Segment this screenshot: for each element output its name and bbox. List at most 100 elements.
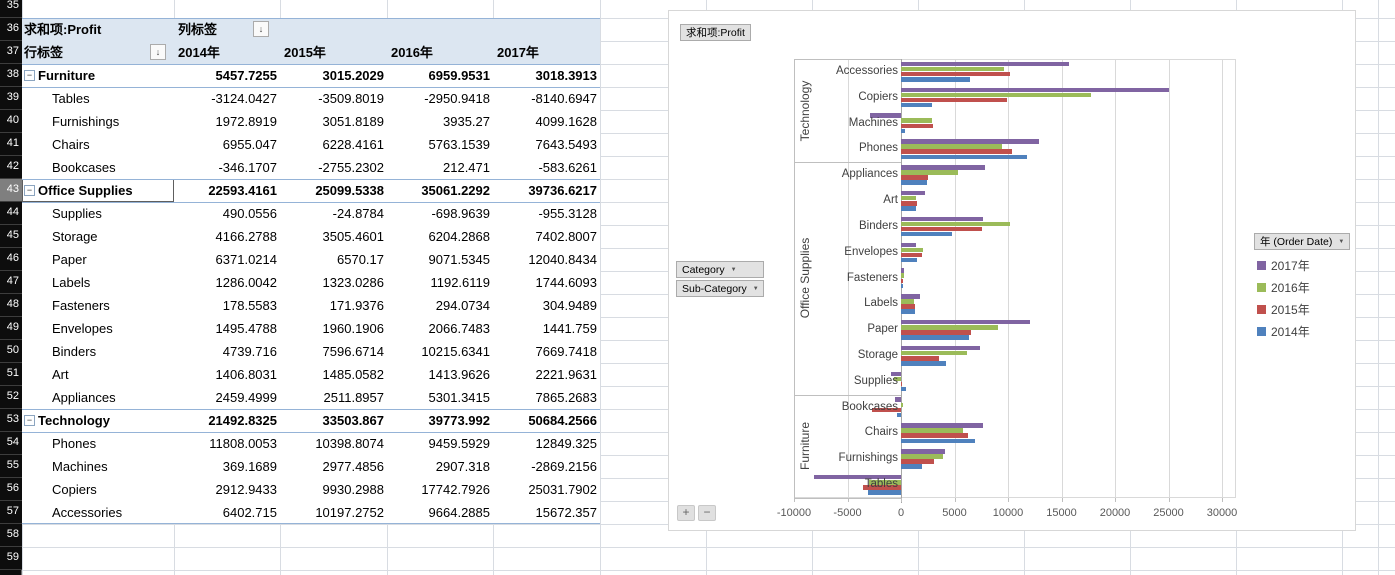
- pivot-row-label[interactable]: Machines: [52, 459, 108, 474]
- pivot-value-cell[interactable]: 10197.2752: [315, 505, 384, 520]
- collapse-all-button[interactable]: −: [698, 505, 716, 521]
- pivot-value-cell[interactable]: 5763.1539: [428, 137, 490, 152]
- pivot-row-label[interactable]: Appliances: [52, 390, 116, 405]
- pivot-row-label[interactable]: Storage: [52, 229, 98, 244]
- pivot-row-label[interactable]: Binders: [52, 344, 97, 359]
- pivot-row-label[interactable]: Fasteners: [52, 298, 110, 313]
- row-header[interactable]: 44: [0, 202, 22, 225]
- row-header[interactable]: 42: [0, 156, 22, 179]
- pivot-value-cell[interactable]: 9459.5929: [428, 436, 490, 451]
- row-header[interactable]: 37: [0, 41, 22, 64]
- pivot-value-cell[interactable]: -8140.6947: [531, 91, 597, 106]
- pivot-value-cell[interactable]: 10215.6341: [421, 344, 490, 359]
- pivot-value-cell[interactable]: 2912.9433: [215, 482, 277, 497]
- year-column-header[interactable]: 2016年: [391, 45, 433, 60]
- chart-legend-field-button[interactable]: 年 (Order Date) ▼: [1254, 233, 1351, 250]
- row-header[interactable]: 48: [0, 294, 22, 317]
- pivot-value-cell[interactable]: 1286.0042: [215, 275, 277, 290]
- pivot-value-cell[interactable]: 1960.1906: [322, 321, 384, 336]
- pivot-value-cell[interactable]: -698.9639: [431, 206, 490, 221]
- row-header[interactable]: 53: [0, 409, 22, 432]
- pivot-value-cell[interactable]: 7865.2683: [535, 390, 597, 405]
- legend-item[interactable]: 2015年: [1257, 302, 1310, 317]
- year-column-header[interactable]: 2014年: [178, 45, 220, 60]
- column-labels-filter-button[interactable]: ↓: [253, 21, 269, 37]
- pivot-value-cell[interactable]: 25031.7902: [528, 482, 597, 497]
- pivot-row-label[interactable]: Office Supplies: [38, 183, 133, 198]
- pivot-value-cell[interactable]: 6570.17: [337, 252, 384, 267]
- pivot-value-cell[interactable]: -2950.9418: [424, 91, 490, 106]
- row-header[interactable]: 54: [0, 432, 22, 455]
- expand-all-button[interactable]: +: [677, 505, 695, 521]
- chart-category-field-button[interactable]: Category ▼: [676, 261, 764, 278]
- pivot-value-cell[interactable]: 6955.047: [222, 137, 277, 152]
- row-header[interactable]: 51: [0, 363, 22, 386]
- row-header[interactable]: 36: [0, 18, 22, 41]
- pivot-row-label[interactable]: Phones: [52, 436, 97, 451]
- pivot-value-cell[interactable]: 1413.9626: [428, 367, 490, 382]
- pivot-value-cell[interactable]: 6371.0214: [215, 252, 277, 267]
- row-labels-filter-button[interactable]: ↓: [150, 44, 166, 60]
- pivot-value-cell[interactable]: 3015.2029: [322, 68, 384, 83]
- row-header[interactable]: 56: [0, 478, 22, 501]
- pivot-value-cell[interactable]: 3505.4601: [322, 229, 384, 244]
- pivot-value-cell[interactable]: 304.9489: [542, 298, 597, 313]
- pivot-value-cell[interactable]: 7669.7418: [535, 344, 597, 359]
- pivot-value-cell[interactable]: 1744.6093: [535, 275, 597, 290]
- pivot-value-cell[interactable]: 178.5583: [222, 298, 277, 313]
- row-header[interactable]: 41: [0, 133, 22, 156]
- pivot-row-label[interactable]: Chairs: [52, 137, 90, 152]
- pivot-value-cell[interactable]: 15672.357: [535, 505, 597, 520]
- row-header[interactable]: 47: [0, 271, 22, 294]
- pivot-value-cell[interactable]: 12040.8434: [528, 252, 597, 267]
- pivot-value-cell[interactable]: 25099.5338: [315, 183, 384, 198]
- pivot-value-cell[interactable]: -2869.2156: [531, 459, 597, 474]
- pivot-value-cell[interactable]: -24.8784: [332, 206, 384, 221]
- row-header[interactable]: 59: [0, 547, 22, 570]
- pivot-row-label[interactable]: Envelopes: [52, 321, 113, 336]
- row-header[interactable]: 45: [0, 225, 22, 248]
- pivot-value-cell[interactable]: -583.6261: [538, 160, 597, 175]
- year-column-header[interactable]: 2015年: [284, 45, 326, 60]
- row-header[interactable]: 52: [0, 386, 22, 409]
- pivot-value-cell[interactable]: 10398.8074: [315, 436, 384, 451]
- pivot-value-cell[interactable]: 6228.4161: [322, 137, 384, 152]
- pivot-row-label[interactable]: Supplies: [52, 206, 102, 221]
- pivot-value-cell[interactable]: 212.471: [443, 160, 490, 175]
- collapse-button[interactable]: −: [24, 415, 35, 426]
- pivot-value-cell[interactable]: 9071.5345: [428, 252, 490, 267]
- row-header[interactable]: 35: [0, 0, 22, 18]
- pivot-value-cell[interactable]: 6204.2868: [428, 229, 490, 244]
- pivot-value-cell[interactable]: 2907.318: [435, 459, 490, 474]
- pivot-value-cell[interactable]: 50684.2566: [528, 413, 597, 428]
- pivot-value-cell[interactable]: 3051.8189: [322, 114, 384, 129]
- pivot-value-cell[interactable]: 4739.716: [222, 344, 277, 359]
- pivot-value-cell[interactable]: 7643.5493: [535, 137, 597, 152]
- legend-item[interactable]: 2017年: [1257, 258, 1310, 273]
- pivot-value-cell[interactable]: 6402.715: [222, 505, 277, 520]
- pivot-value-cell[interactable]: 1495.4788: [215, 321, 277, 336]
- pivot-value-cell[interactable]: 2459.4999: [215, 390, 277, 405]
- pivot-row-label[interactable]: Art: [52, 367, 69, 382]
- pivot-value-cell[interactable]: 369.1689: [222, 459, 277, 474]
- pivot-chart[interactable]: 求和项:Profit Category ▼ Sub-Category ▼ 年 (…: [668, 10, 1356, 531]
- collapse-button[interactable]: −: [24, 70, 35, 81]
- pivot-value-cell[interactable]: 39736.6217: [528, 183, 597, 198]
- pivot-value-cell[interactable]: 490.0556: [222, 206, 277, 221]
- row-header[interactable]: 50: [0, 340, 22, 363]
- pivot-value-cell[interactable]: 33503.867: [322, 413, 384, 428]
- pivot-value-cell[interactable]: 1323.0286: [322, 275, 384, 290]
- row-header[interactable]: 57: [0, 501, 22, 524]
- pivot-value-cell[interactable]: 171.9376: [329, 298, 384, 313]
- pivot-value-cell[interactable]: 1192.6119: [430, 275, 490, 290]
- pivot-value-cell[interactable]: 3935.27: [443, 114, 490, 129]
- pivot-value-cell[interactable]: 2511.8957: [323, 390, 385, 405]
- pivot-row-label[interactable]: Copiers: [52, 482, 97, 497]
- pivot-value-cell[interactable]: -3124.0427: [211, 91, 277, 106]
- collapse-button[interactable]: −: [24, 185, 35, 196]
- pivot-value-cell[interactable]: 9930.2988: [322, 482, 384, 497]
- pivot-value-cell[interactable]: 1441.759: [542, 321, 597, 336]
- pivot-value-cell[interactable]: 12849.325: [535, 436, 597, 451]
- year-column-header[interactable]: 2017年: [497, 45, 539, 60]
- pivot-value-cell[interactable]: 4099.1628: [535, 114, 597, 129]
